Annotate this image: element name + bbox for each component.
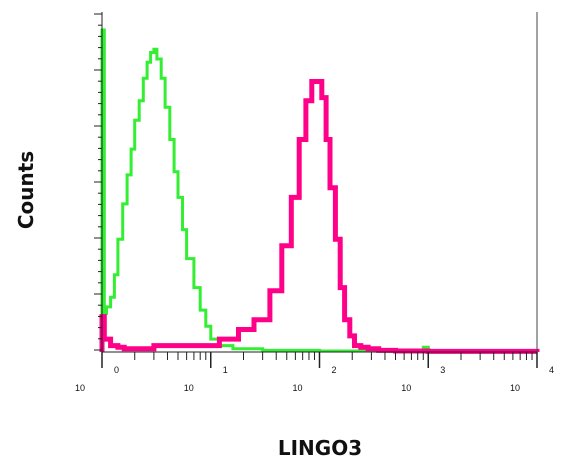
x-tick-label-exponent: 4 [549, 365, 554, 375]
x-tick-label-base: 10 [184, 383, 194, 393]
axes: 10 0 10 1 10 2 10 3 10 4 [75, 12, 554, 393]
x-tick-label-exponent: 0 [114, 365, 119, 375]
x-tick-label-exponent: 2 [332, 365, 337, 375]
x-tick-label-base: 10 [510, 383, 520, 393]
x-axis-label: LINGO3 [278, 436, 362, 460]
x-tick-label-exponent: 3 [440, 365, 445, 375]
x-tick-label-exponent: 1 [223, 365, 228, 375]
y-axis-label: Counts [14, 151, 38, 229]
x-tick-label-base: 10 [292, 383, 302, 393]
x-tick-label-base: 10 [75, 383, 85, 393]
x-tick-label-base: 10 [401, 383, 411, 393]
series-2-histogram [99, 79, 540, 354]
plot-area [99, 28, 540, 354]
series-1-histogram [100, 28, 539, 353]
